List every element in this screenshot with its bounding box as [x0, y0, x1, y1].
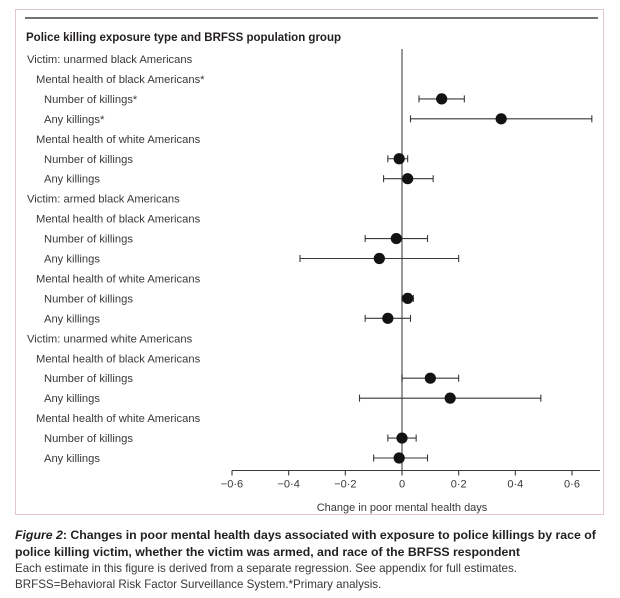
- row-label: Number of killings: [44, 373, 133, 385]
- estimate-row: [383, 173, 434, 185]
- point-estimate: [424, 372, 436, 384]
- row-label: Mental health of white Americans: [36, 413, 201, 425]
- row-label: Number of killings: [44, 433, 133, 445]
- point-estimate: [382, 312, 394, 324]
- estimate-marks: [299, 93, 593, 464]
- row-label: Victim: unarmed white Americans: [27, 333, 193, 345]
- x-tick-label: 0·6: [564, 479, 580, 491]
- point-estimate: [396, 432, 408, 444]
- point-estimate: [373, 252, 385, 265]
- row-label: Any killings: [44, 174, 100, 186]
- estimate-row: [418, 93, 465, 105]
- figure-frame: [15, 9, 604, 515]
- row-label: Any killings: [44, 313, 100, 325]
- point-estimate: [436, 93, 448, 105]
- row-label: Mental health of black Americans: [36, 214, 201, 226]
- estimate-row: [373, 452, 429, 464]
- row-label: Any killings: [44, 254, 100, 266]
- x-tick-label: −0·6: [221, 479, 243, 491]
- row-label: Mental health of black Americans*: [36, 74, 205, 86]
- row-label: Number of killings: [44, 234, 133, 246]
- x-tick-label: 0·2: [451, 479, 467, 491]
- point-estimate: [393, 452, 405, 464]
- figure-caption: Figure 2: Changes in poor mental health …: [15, 527, 615, 593]
- x-axis: −0·6 −0·4 −0·2 0 0·2 0·4 0·6: [221, 469, 600, 491]
- estimate-row: [299, 252, 460, 265]
- row-labels: Victim: unarmed black Americans Mental he…: [27, 54, 205, 465]
- x-tick-label: −0·2: [334, 479, 356, 491]
- estimate-row: [401, 372, 460, 384]
- estimate-row: [409, 113, 593, 125]
- row-label: Victim: unarmed black Americans: [27, 54, 193, 66]
- row-label: Number of killings: [44, 154, 133, 166]
- row-label: Any killings: [44, 453, 100, 465]
- caption-heading-text: : Changes in poor mental health days ass…: [15, 528, 596, 559]
- row-label: Any killings*: [44, 114, 105, 126]
- point-estimate: [495, 113, 507, 125]
- point-estimate: [444, 392, 456, 404]
- point-estimate: [402, 292, 414, 304]
- x-tick-label: −0·4: [278, 479, 300, 491]
- forest-plot: Police killing exposure type and BRFSS p…: [25, 17, 600, 514]
- estimate-row: [387, 432, 417, 444]
- row-label: Any killings: [44, 393, 100, 405]
- estimate-row: [364, 232, 429, 245]
- chart-title: Police killing exposure type and BRFSS p…: [26, 32, 341, 44]
- row-label: Number of killings: [44, 293, 133, 305]
- caption-heading: Figure 2: Changes in poor mental health …: [15, 527, 615, 561]
- caption-note: Each estimate in this figure is derived …: [15, 562, 518, 591]
- row-label: Number of killings*: [44, 94, 138, 106]
- row-label: Victim: armed black Americans: [27, 194, 180, 206]
- point-estimate: [393, 153, 405, 165]
- x-axis-label: Change in poor mental health days: [317, 502, 488, 514]
- x-tick-label: 0: [399, 479, 405, 491]
- figure-label: Figure 2: [15, 528, 63, 542]
- estimate-row: [401, 292, 414, 304]
- estimate-row: [364, 312, 412, 324]
- row-label: Mental health of white Americans: [36, 134, 201, 146]
- estimate-row: [358, 392, 542, 404]
- row-label: Mental health of black Americans: [36, 353, 201, 365]
- point-estimate: [390, 232, 402, 245]
- x-tick-label: 0·4: [507, 479, 523, 491]
- estimate-row: [387, 153, 409, 165]
- row-label: Mental health of white Americans: [36, 273, 201, 285]
- point-estimate: [402, 173, 414, 185]
